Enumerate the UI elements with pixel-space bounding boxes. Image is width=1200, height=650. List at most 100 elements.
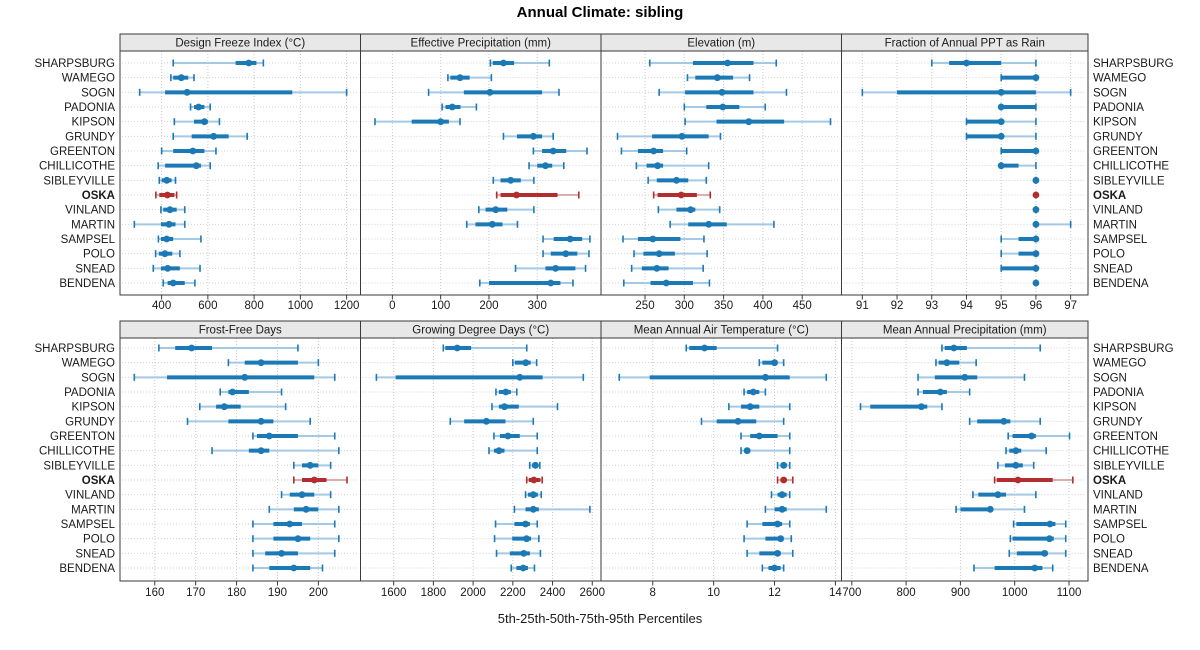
site-label-right: MARTIN — [1093, 219, 1137, 231]
percentile-row — [1000, 235, 1040, 243]
percentile-row — [859, 403, 943, 411]
panel: 400 600 800 1000 1200 Design Freeze Index (°C… — [119, 33, 361, 312]
site-label-left: POLO — [83, 534, 115, 546]
percentile-row — [1032, 206, 1040, 214]
percentile-row — [268, 505, 340, 513]
percentile-row — [491, 403, 559, 411]
site-label-right: SHARPSBURG — [1093, 343, 1174, 355]
x-tick-label: 1000 — [288, 300, 314, 312]
panel-title: Fraction of Annual PPT as Rain — [885, 38, 1045, 50]
x-tick-label: 300 — [528, 300, 547, 312]
percentile-row — [972, 491, 1037, 499]
panel-border — [600, 337, 842, 582]
site-label-right: PADONIA — [1093, 102, 1144, 114]
percentile-row — [761, 564, 785, 572]
site-label-left: SNEAD — [75, 548, 115, 560]
percentile-row — [374, 118, 461, 126]
percentile-row — [648, 59, 778, 67]
x-tick-label: 800 — [897, 587, 916, 599]
panel: 91 92 93 94 95 96 97 Fraction of Annual PPT as … — [841, 33, 1089, 312]
percentile-row — [746, 549, 794, 557]
percentile-row — [930, 59, 1037, 67]
x-tick-label: 900 — [951, 587, 970, 599]
percentile-row — [630, 264, 704, 272]
percentile-row — [162, 279, 196, 287]
percentile-row — [635, 162, 710, 170]
x-tick-label: 160 — [145, 587, 164, 599]
percentile-row — [683, 103, 767, 111]
x-tick-label: 350 — [714, 300, 733, 312]
percentile-row — [633, 250, 708, 258]
percentile-row — [700, 417, 785, 425]
site-label-left: KIPSON — [72, 117, 115, 129]
percentile-row-highlight — [776, 476, 794, 484]
panel-border — [841, 50, 1089, 296]
x-axis-caption: 5th-25th-50th-75th-95th Percentiles — [497, 611, 703, 626]
percentile-row — [669, 220, 775, 228]
percentile-row — [157, 162, 211, 170]
site-label-right: KIPSON — [1093, 402, 1136, 414]
x-tick-label: 300 — [675, 300, 694, 312]
percentile-row — [493, 432, 539, 440]
percentile-row — [965, 132, 1037, 140]
percentile-row — [524, 491, 543, 499]
site-label-left: OSKA — [82, 475, 115, 487]
x-tick-label: 12 — [768, 587, 781, 599]
percentile-row — [542, 250, 590, 258]
percentile-row — [252, 520, 336, 528]
site-label-right: OSKA — [1093, 190, 1126, 202]
percentile-row — [685, 344, 779, 352]
site-label-left: CHILLICOTHE — [39, 446, 115, 458]
site-label-left: WAMEGO — [62, 73, 115, 85]
site-label-right: POLO — [1093, 249, 1125, 261]
percentile-row — [510, 564, 536, 572]
panel-header — [841, 33, 1089, 52]
site-label-right: MARTIN — [1093, 504, 1137, 516]
percentile-row — [1012, 520, 1067, 528]
percentile-row — [917, 373, 1026, 381]
site-label-right: SNEAD — [1093, 263, 1133, 275]
site-label-right: SAMPSEL — [1093, 519, 1148, 531]
x-tick-label: 93 — [925, 300, 938, 312]
percentile-row — [997, 162, 1037, 170]
site-label-right: GREENTON — [1093, 146, 1158, 158]
percentile-row — [1005, 447, 1047, 455]
site-label-left: PADONIA — [64, 102, 115, 114]
percentile-row — [917, 388, 971, 396]
percentile-row — [133, 220, 186, 228]
percentile-row — [743, 388, 767, 396]
percentile-row-highlight — [1032, 191, 1040, 199]
percentile-row-highlight — [652, 191, 712, 199]
percentile-row — [160, 147, 217, 155]
site-label-right: KIPSON — [1093, 117, 1136, 129]
percentile-row-highlight — [495, 191, 580, 199]
site-label-left: VINLAND — [65, 205, 115, 217]
site-label-right: SOGN — [1093, 87, 1127, 99]
site-label-right: POLO — [1093, 534, 1125, 546]
percentile-row — [776, 461, 791, 469]
x-tick-label: 180 — [227, 587, 246, 599]
percentile-row — [622, 235, 705, 243]
x-tick-label: 170 — [186, 587, 205, 599]
percentile-row — [489, 59, 551, 67]
percentile-row — [152, 264, 201, 272]
percentile-row — [170, 74, 195, 82]
panel-border — [600, 50, 842, 296]
percentile-row — [494, 520, 539, 528]
site-label-left: OSKA — [82, 190, 115, 202]
panel-title: Elevation (m) — [687, 38, 755, 50]
percentile-row — [493, 535, 540, 543]
percentile-row — [492, 176, 535, 184]
x-tick-label: 400 — [152, 300, 171, 312]
x-tick-label: 700 — [842, 587, 861, 599]
site-label-left: BENDENA — [59, 278, 115, 290]
site-label-left: VINLAND — [65, 490, 115, 502]
x-tick-label: 91 — [856, 300, 869, 312]
percentile-row — [1007, 432, 1071, 440]
percentile-row — [968, 417, 1042, 425]
site-label-right: GREENTON — [1093, 431, 1158, 443]
x-tick-label: 200 — [309, 587, 328, 599]
panel: 0 100 200 300 Effective Precipitation (mm) — [360, 33, 602, 312]
site-label-left: MARTIN — [71, 504, 115, 516]
percentile-row — [955, 505, 1026, 513]
